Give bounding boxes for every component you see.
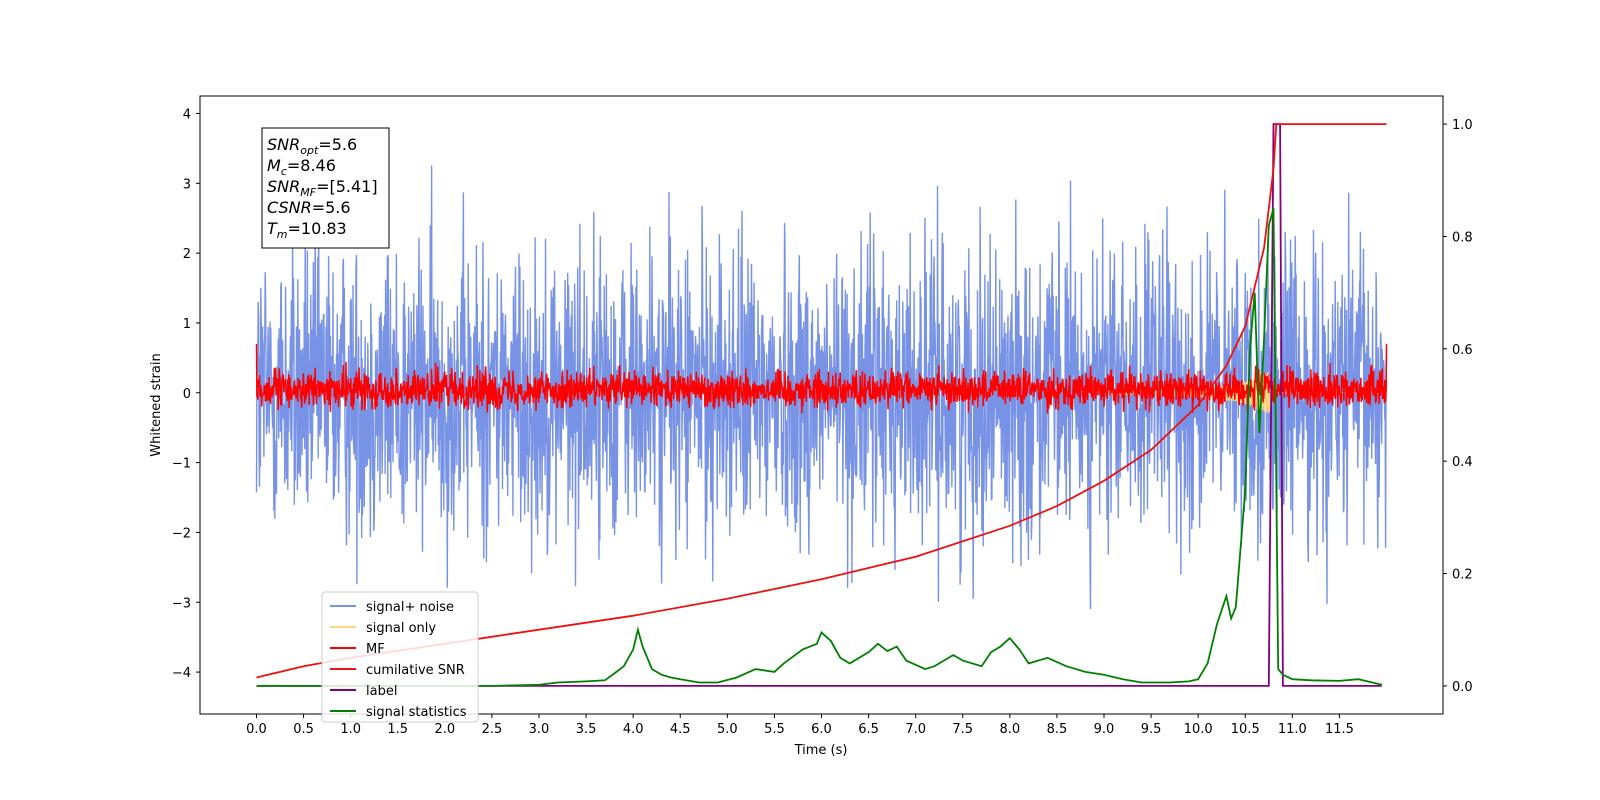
y-right-axis-ticks: 1.0 0.8 0.6 0.4 0.2 0.0 bbox=[1443, 118, 1473, 695]
x-tick-label: 9.0 bbox=[1094, 722, 1115, 737]
x-tick-label: 2.5 bbox=[482, 722, 503, 737]
x-tick-label: 3.5 bbox=[576, 722, 597, 737]
annotation-line: SNRMF=[5.41] bbox=[267, 177, 378, 199]
x-axis-ticks: 0.0 0.5 1.0 1.5 2.0 2.5 3.0 3.5 4.0 4.5 5.0 5.5 6.0 6… bbox=[246, 714, 1354, 737]
x-tick-label: 7.0 bbox=[905, 722, 926, 737]
x-tick-label: 11.5 bbox=[1325, 722, 1354, 737]
legend-label: signal only bbox=[366, 621, 436, 636]
x-tick-label: 4.0 bbox=[623, 722, 644, 737]
x-tick-label: 5.5 bbox=[764, 722, 785, 737]
x-tick-label: 8.0 bbox=[999, 722, 1020, 737]
y-tick-label: −3 bbox=[172, 596, 191, 611]
annotation-frame bbox=[261, 127, 390, 249]
y-axis-label: Whitened strain bbox=[149, 353, 164, 456]
y-right-tick-label: 1.0 bbox=[1452, 118, 1473, 133]
x-tick-label: 3.0 bbox=[529, 722, 550, 737]
annotation-line: SNRopt=5.6 bbox=[267, 135, 357, 157]
y-tick-label: 4 bbox=[183, 107, 191, 122]
annotation-line: Mc=8.46 bbox=[267, 156, 336, 178]
legend-label: signal statistics bbox=[366, 705, 467, 720]
mf-line bbox=[255, 343, 1388, 414]
y-right-tick-label: 0.8 bbox=[1452, 230, 1473, 245]
y-right-tick-label: 0.4 bbox=[1452, 455, 1473, 470]
y-tick-label: 2 bbox=[183, 247, 191, 262]
annotation-line: CSNR=5.6 bbox=[267, 198, 351, 217]
x-tick-label: 6.0 bbox=[811, 722, 832, 737]
legend-label: cumilative SNR bbox=[366, 663, 465, 678]
legend-label: label bbox=[366, 684, 397, 699]
x-tick-label: 0.0 bbox=[246, 722, 267, 737]
x-tick-label: 4.5 bbox=[670, 722, 691, 737]
y-tick-label: 1 bbox=[183, 317, 191, 332]
noise-series-layer bbox=[255, 165, 1388, 610]
x-axis-label: Time (s) bbox=[794, 743, 848, 758]
x-tick-label: 10.0 bbox=[1184, 722, 1213, 737]
y-right-tick-label: 0.0 bbox=[1452, 680, 1473, 695]
x-tick-label: 8.5 bbox=[1047, 722, 1068, 737]
x-tick-label: 0.5 bbox=[293, 722, 314, 737]
y-right-tick-label: 0.6 bbox=[1452, 343, 1473, 358]
x-tick-label: 1.0 bbox=[340, 722, 361, 737]
signal-statistics-line bbox=[256, 208, 1383, 687]
y-right-tick-label: 0.2 bbox=[1452, 568, 1473, 583]
legend-label: MF bbox=[366, 642, 385, 657]
legend-label: signal+ noise bbox=[366, 600, 454, 615]
annotation-line: Tm=10.83 bbox=[267, 219, 347, 241]
x-tick-label: 11.0 bbox=[1278, 722, 1307, 737]
x-tick-label: 2.0 bbox=[434, 722, 455, 737]
x-tick-label: 9.5 bbox=[1141, 722, 1162, 737]
x-tick-label: 10.5 bbox=[1231, 722, 1260, 737]
y-tick-label: 0 bbox=[183, 387, 191, 402]
legend: signal+ noise signal only MF cumilative SNR… bbox=[321, 591, 479, 723]
y-tick-label: −2 bbox=[172, 526, 191, 541]
y-tick-label: 3 bbox=[183, 177, 191, 192]
y-tick-label: −1 bbox=[172, 457, 191, 472]
x-tick-label: 6.5 bbox=[858, 722, 879, 737]
legend-frame bbox=[321, 591, 479, 723]
signal-noise-line bbox=[255, 165, 1388, 610]
y-axis-ticks: 4 3 2 1 0 −1 −2 −3 −4 bbox=[172, 107, 200, 681]
y-tick-label: −4 bbox=[172, 666, 191, 681]
x-tick-label: 1.5 bbox=[387, 722, 408, 737]
x-tick-label: 7.5 bbox=[952, 722, 973, 737]
x-tick-label: 5.0 bbox=[717, 722, 738, 737]
